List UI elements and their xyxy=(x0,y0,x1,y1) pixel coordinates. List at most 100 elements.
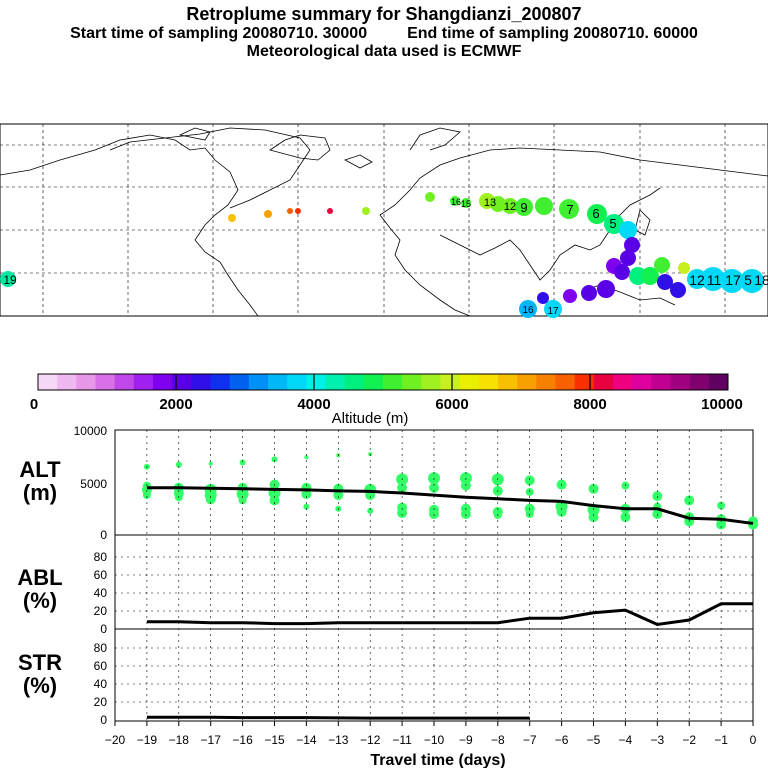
str-ytick-60: 60 xyxy=(94,659,108,673)
alt-point xyxy=(238,496,247,505)
x-axis-ticks: −20 −19 −18 −17 −16 −15 −14 −13 −12 −11 −10 −9 −8 −7−… xyxy=(105,721,757,747)
alt-point xyxy=(717,501,726,510)
x-tick-label: −12 xyxy=(360,733,381,747)
colorbar-ticks: 0 2000 4000 6000 8000 10000 xyxy=(30,396,743,413)
x-tick-label: −10 xyxy=(424,733,445,747)
x-tick-label: −17 xyxy=(201,733,222,747)
x-tick-label: −4 xyxy=(619,733,633,747)
colorbar-cell xyxy=(229,374,250,390)
x-tick-label: −16 xyxy=(232,733,253,747)
colorbar-cell xyxy=(383,374,403,390)
str-label: STR xyxy=(18,650,62,675)
x-tick-label: −5 xyxy=(587,733,601,747)
str-ytick-0: 0 xyxy=(100,713,107,727)
map-label-5: 5 xyxy=(609,216,616,231)
str-ytick-40: 40 xyxy=(94,677,108,691)
alt-point xyxy=(397,482,408,493)
abl-label: ABL xyxy=(17,565,62,590)
alt-point xyxy=(333,490,344,501)
map-label-16: 16 xyxy=(451,197,461,207)
x-tick-label: −8 xyxy=(491,733,505,747)
colorbar-cell xyxy=(632,374,652,390)
colorbar-tick-4000: 4000 xyxy=(297,396,330,413)
map-label-17-south: 17 xyxy=(547,306,559,317)
abl-ytick-40: 40 xyxy=(94,586,108,600)
alt-point xyxy=(588,512,599,523)
alt-ytick-5000: 5000 xyxy=(80,477,107,491)
map-label-11: 11 xyxy=(707,272,722,288)
colorbar-cell xyxy=(306,374,326,390)
colorbar-cell xyxy=(498,374,518,390)
colorbar-cell xyxy=(574,374,595,390)
end-time-label: End time of sampling 20080710. 60000 xyxy=(407,25,698,42)
colorbar-cell xyxy=(517,374,537,390)
alt-ytick-0: 0 xyxy=(100,528,107,542)
colorbar-cell xyxy=(38,374,58,390)
colorbar-cell xyxy=(76,374,96,390)
abl-yticks: 0 20 40 60 80 xyxy=(94,550,108,636)
abl-ytick-20: 20 xyxy=(94,604,108,618)
colorbar-cell xyxy=(593,374,614,390)
alt-point xyxy=(556,506,567,517)
coastlines xyxy=(0,127,768,317)
colorbar-tick-0: 0 xyxy=(30,396,38,413)
colorbar-label: Altitude (m) xyxy=(332,410,409,427)
colorbar-cell xyxy=(287,374,307,390)
colorbar-cell xyxy=(57,374,77,390)
colorbar-cell xyxy=(153,374,173,390)
colorbar-cell xyxy=(670,374,691,390)
x-tick-label: −14 xyxy=(296,733,317,747)
colorbar-cell xyxy=(363,374,384,390)
str-panel: STR (%) 0 20 40 60 80 xyxy=(18,628,754,727)
alt-point xyxy=(588,483,599,494)
colorbar-tick-10000: 10000 xyxy=(701,396,743,413)
colorbar-tick-6000: 6000 xyxy=(435,396,468,413)
abl-ytick-60: 60 xyxy=(94,568,108,582)
colorbar-cell xyxy=(268,374,288,390)
map-label-12-east: 12 xyxy=(689,272,705,288)
x-tick-label: −9 xyxy=(459,733,473,747)
str-ytick-20: 20 xyxy=(94,695,108,709)
alt-point xyxy=(620,512,631,523)
colorbar-cell xyxy=(689,374,710,390)
abl-panel: ABL (%) 0 20 40 60 80 xyxy=(17,534,754,636)
str-line xyxy=(146,715,530,720)
trajectory-labels: 19 7 6 5 9 13 12 16 15 12 11 17 5 18 16 … xyxy=(3,197,768,317)
alt-point xyxy=(303,503,310,510)
map-label-17: 17 xyxy=(725,272,741,288)
colorbar-cell xyxy=(114,374,135,390)
alt-point xyxy=(271,456,278,463)
world-map: 19 7 6 5 9 13 12 16 15 12 11 17 5 18 16 … xyxy=(0,123,768,318)
alt-point xyxy=(175,461,182,468)
x-tick-label: −20 xyxy=(105,733,126,747)
x-tick-label: 0 xyxy=(750,733,757,747)
str-yticks: 0 20 40 60 80 xyxy=(94,641,108,727)
alt-point xyxy=(269,495,280,506)
x-tick-label: −13 xyxy=(328,733,349,747)
colorbar-cell xyxy=(95,374,116,390)
colorbar-cells xyxy=(38,374,729,390)
str-unit: (%) xyxy=(23,673,57,698)
colorbar-cell xyxy=(133,374,154,390)
alt-point xyxy=(142,491,151,500)
alt-point xyxy=(397,507,408,518)
colorbar-cell xyxy=(172,374,192,390)
colorbar-cell xyxy=(440,374,461,390)
x-tick-label: −7 xyxy=(523,733,537,747)
alt-yticks: 0 5000 10000 xyxy=(74,424,108,542)
colorbar-cell xyxy=(210,374,231,390)
colorbar-cell xyxy=(402,374,422,390)
colorbar-cell xyxy=(344,374,365,390)
colorbar: 0 2000 4000 6000 8000 10000 Altitude (m) xyxy=(30,373,743,427)
abl-unit: (%) xyxy=(23,588,57,613)
alt-point xyxy=(716,519,727,530)
colorbar-cell xyxy=(248,374,269,390)
colorbar-cell xyxy=(536,374,556,390)
x-tick-label: −3 xyxy=(650,733,664,747)
alt-ytick-10000: 10000 xyxy=(74,424,108,438)
colorbar-cell xyxy=(191,374,211,390)
str-ytick-80: 80 xyxy=(94,641,108,655)
alt-mean-line xyxy=(146,486,754,525)
x-axis-label: Travel time (days) xyxy=(370,752,505,768)
